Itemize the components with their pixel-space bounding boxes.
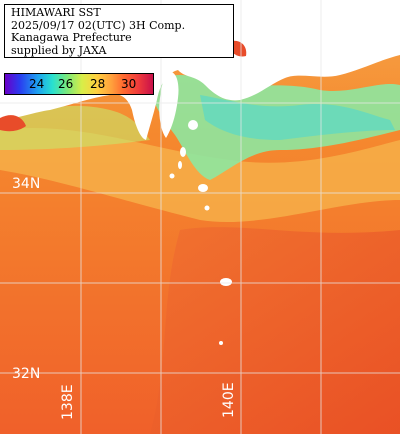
colorbar-gradient [5,74,153,94]
island-kozushima [169,173,175,179]
warm-water-region [150,227,400,434]
island-oshima [188,120,198,130]
transition-band [0,127,400,223]
colorbar-label-30: 30 [121,77,137,91]
title-product: HIMAWARI SST [11,6,101,19]
island-hachijojima [220,278,232,286]
island-toshima [180,147,186,157]
map-title-box: HIMAWARI SST 2025/09/17 02(UTC) 3H Comp.… [4,4,234,58]
island-aogashima [219,341,223,345]
land-boso [215,53,270,80]
lon-label-140e: 140E [221,382,237,418]
lat-label-34n: 34N [12,176,41,192]
temperature-colorbar: 24 26 28 30 [4,73,154,95]
title-datetime: 2025/09/17 02(UTC) 3H Comp. [11,18,186,32]
island-niijima [178,161,182,169]
cyan-plume [200,95,395,140]
title-region: Kanagawa Prefecture [11,31,132,44]
lat-label-32n: 32N [12,366,41,382]
colorbar-label-28: 28 [90,77,106,91]
colorbar-label-26: 26 [58,77,74,91]
island-mikurajima [204,205,210,211]
coastal-warm-patch [0,115,26,132]
lon-label-138e: 138E [60,384,76,420]
green-plume-west [0,105,150,150]
colorbar-label-24: 24 [29,77,45,91]
island-miyakejima [198,184,208,192]
title-supplier: supplied by JAXA [11,43,107,57]
land-izu [159,71,179,138]
